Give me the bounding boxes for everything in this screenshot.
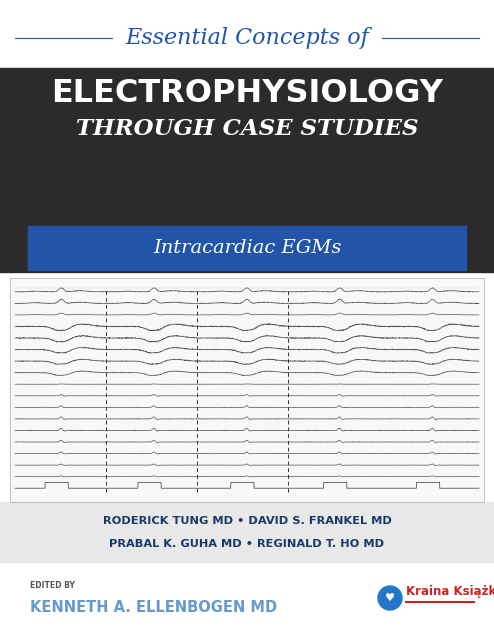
Text: THROUGH CASE STUDIES: THROUGH CASE STUDIES: [76, 118, 418, 140]
Text: EDITED BY: EDITED BY: [30, 580, 75, 589]
Text: Essential Concepts of: Essential Concepts of: [125, 27, 369, 49]
Text: KENNETH A. ELLENBOGEN MD: KENNETH A. ELLENBOGEN MD: [30, 600, 277, 614]
Text: Kraina Książk: Kraina Książk: [406, 586, 494, 598]
Text: RODERICK TUNG MD • DAVID S. FRANKEL MD: RODERICK TUNG MD • DAVID S. FRANKEL MD: [103, 516, 391, 526]
Circle shape: [378, 586, 402, 610]
Bar: [0, 68, 494, 272]
Bar: [10, 278, 484, 502]
Text: PRABAL K. GUHA MD • REGINALD T. HO MD: PRABAL K. GUHA MD • REGINALD T. HO MD: [110, 539, 384, 549]
Bar: [28, 226, 466, 270]
Bar: [0, 502, 494, 562]
Bar: [10, 278, 484, 502]
Text: ♥: ♥: [385, 593, 395, 603]
Text: Intracardiac EGMs: Intracardiac EGMs: [153, 239, 341, 257]
Text: ELECTROPHYSIOLOGY: ELECTROPHYSIOLOGY: [51, 77, 443, 109]
